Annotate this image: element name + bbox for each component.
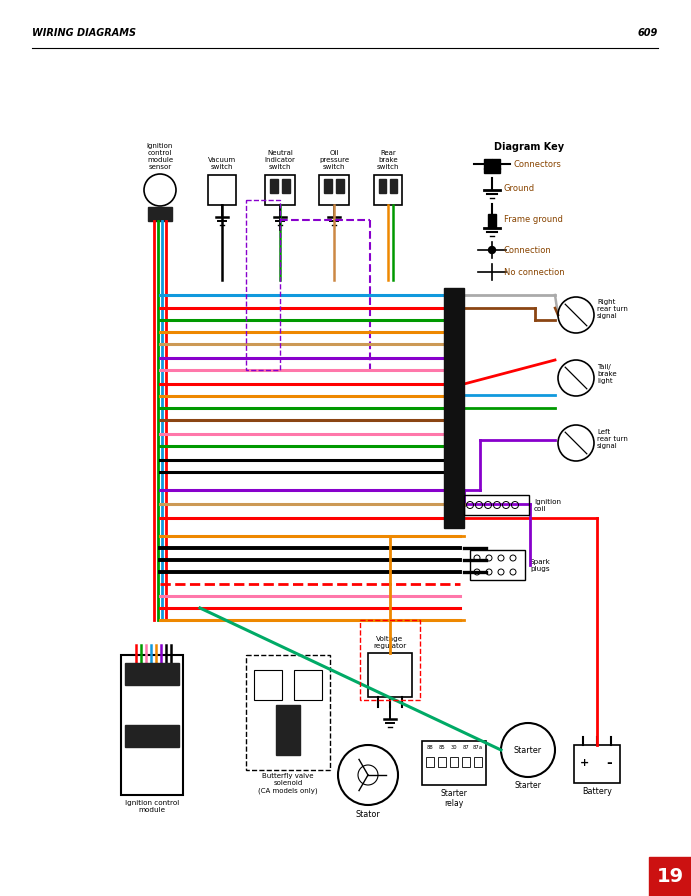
- Bar: [484, 168, 500, 173]
- Text: +: +: [580, 758, 589, 768]
- Text: Rear
brake
switch: Rear brake switch: [377, 150, 399, 170]
- Text: Butterfly valve
solenoid
(CA models only): Butterfly valve solenoid (CA models only…: [258, 773, 318, 794]
- Bar: [246, 655, 330, 770]
- Bar: [422, 741, 486, 785]
- Bar: [121, 655, 183, 795]
- Bar: [574, 745, 620, 783]
- Bar: [474, 757, 482, 767]
- Bar: [470, 550, 525, 580]
- Text: No connection: No connection: [504, 268, 565, 277]
- Bar: [450, 757, 458, 767]
- Text: Neutral
Indicator
switch: Neutral Indicator switch: [265, 150, 296, 170]
- Bar: [438, 757, 446, 767]
- Circle shape: [489, 246, 495, 254]
- Bar: [282, 179, 290, 193]
- Text: Right
rear turn
signal: Right rear turn signal: [597, 299, 628, 319]
- Text: Diagram Key: Diagram Key: [494, 142, 564, 152]
- Text: WIRING DIAGRAMS: WIRING DIAGRAMS: [32, 28, 136, 38]
- Bar: [125, 663, 179, 685]
- Text: Ignition
coil: Ignition coil: [534, 498, 561, 512]
- Bar: [246, 200, 280, 370]
- Bar: [368, 653, 412, 697]
- Bar: [294, 670, 322, 700]
- Text: Starter: Starter: [515, 781, 542, 790]
- Bar: [324, 179, 332, 193]
- Text: Ignition
control
module
sensor: Ignition control module sensor: [146, 143, 173, 170]
- Text: Ground: Ground: [504, 184, 535, 193]
- Bar: [276, 705, 300, 755]
- Bar: [319, 175, 349, 205]
- Bar: [360, 620, 420, 700]
- Text: Connectors: Connectors: [514, 159, 562, 168]
- Text: 87a: 87a: [473, 745, 483, 750]
- Bar: [336, 179, 344, 193]
- Text: Ignition control
module: Ignition control module: [125, 800, 179, 813]
- Bar: [390, 179, 397, 193]
- Bar: [125, 725, 179, 747]
- Bar: [464, 495, 529, 515]
- Text: Voltage
regulator: Voltage regulator: [373, 636, 406, 649]
- Bar: [265, 175, 295, 205]
- Text: 19: 19: [656, 866, 683, 885]
- Bar: [649, 857, 691, 896]
- Bar: [254, 670, 282, 700]
- Text: Tail/
brake
light: Tail/ brake light: [597, 364, 616, 384]
- Bar: [208, 175, 236, 205]
- Text: Spark
plugs: Spark plugs: [530, 558, 551, 572]
- Text: 30: 30: [451, 745, 457, 750]
- Text: Starter
relay: Starter relay: [441, 789, 467, 808]
- Text: -: -: [606, 756, 612, 770]
- Bar: [379, 179, 386, 193]
- Text: 609: 609: [638, 28, 658, 38]
- Text: Stator: Stator: [356, 810, 380, 819]
- Text: 87: 87: [463, 745, 469, 750]
- Text: Frame ground: Frame ground: [504, 214, 563, 223]
- Text: 88: 88: [426, 745, 433, 750]
- Bar: [374, 175, 402, 205]
- Bar: [444, 288, 464, 528]
- Bar: [484, 159, 492, 169]
- Text: Oil
pressure
switch: Oil pressure switch: [319, 150, 349, 170]
- Text: Starter: Starter: [514, 745, 542, 754]
- Text: Left
rear turn
signal: Left rear turn signal: [597, 429, 628, 449]
- Bar: [270, 179, 278, 193]
- Text: Battery: Battery: [582, 787, 612, 796]
- Text: Connection: Connection: [504, 246, 551, 254]
- Bar: [488, 214, 496, 228]
- Bar: [462, 757, 470, 767]
- Text: Vacuum
switch: Vacuum switch: [208, 157, 236, 170]
- Bar: [148, 207, 172, 221]
- Bar: [426, 757, 434, 767]
- Text: 85: 85: [439, 745, 446, 750]
- Bar: [492, 159, 500, 169]
